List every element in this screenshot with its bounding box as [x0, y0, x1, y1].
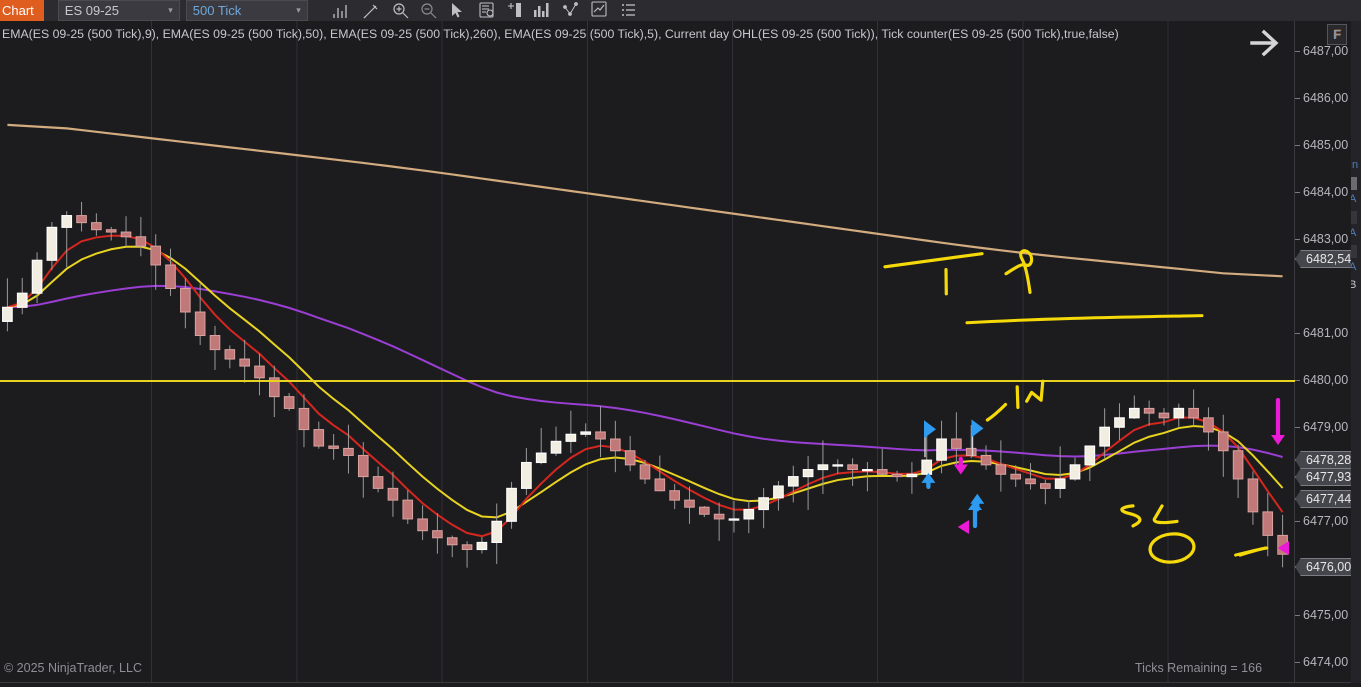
svg-text:F: F: [1334, 26, 1342, 41]
